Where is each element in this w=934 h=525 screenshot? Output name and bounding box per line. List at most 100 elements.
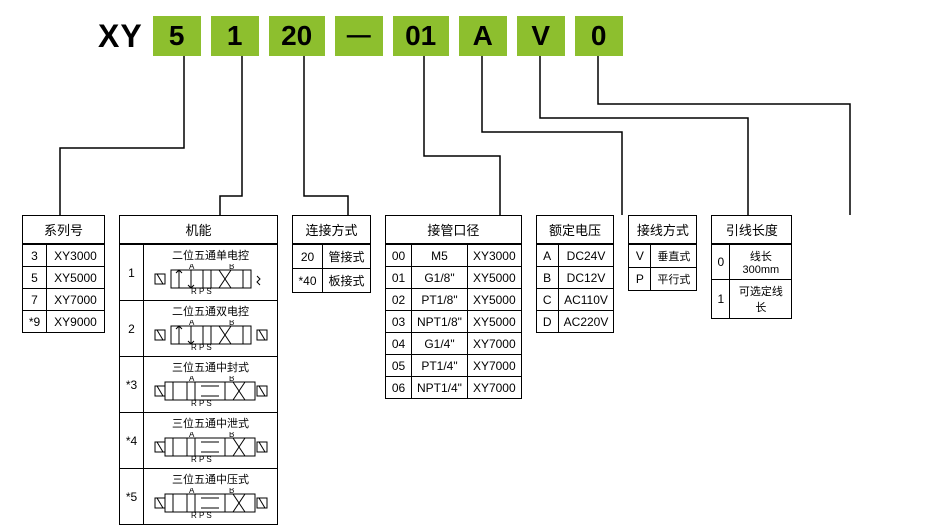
connection-header: 连接方式 xyxy=(292,215,371,244)
code-seg-2: 20 xyxy=(269,16,325,56)
svg-text:B: B xyxy=(229,432,234,439)
cell: XY7000 xyxy=(467,333,521,355)
cell: 06 xyxy=(386,377,412,399)
cell: 2 xyxy=(120,301,144,357)
wiring-header: 接线方式 xyxy=(628,215,697,244)
wiring-block: 接线方式 V垂直式P平行式 xyxy=(628,215,697,291)
connector-lines xyxy=(0,56,934,216)
cell: XY7000 xyxy=(47,289,105,311)
func-label: 二位五通单电控 xyxy=(146,247,275,263)
cell: 线长300mm xyxy=(730,245,792,280)
cell: 三位五通中泄式 A B R P S xyxy=(144,413,278,469)
cell: V xyxy=(629,245,651,268)
svg-text:R P S: R P S xyxy=(191,455,212,464)
code-seg-4: 01 xyxy=(393,16,449,56)
function-block: 机能 1二位五通单电控 ABR P S2二位五通双电控 ABR P S*3三位五… xyxy=(119,215,278,525)
tables-row: 系列号 3XY30005XY50007XY7000*9XY9000 机能 1二位… xyxy=(22,215,792,525)
cell: 7 xyxy=(23,289,47,311)
cell: XY5000 xyxy=(467,289,521,311)
cell: *40 xyxy=(293,269,323,293)
cell: 03 xyxy=(386,311,412,333)
cell: NPT1/8" xyxy=(412,311,468,333)
function-table: 1二位五通单电控 ABR P S2二位五通双电控 ABR P S*3三位五通中封… xyxy=(119,244,278,525)
cell: XY7000 xyxy=(467,377,521,399)
cell: PT1/8" xyxy=(412,289,468,311)
svg-text:R P S: R P S xyxy=(191,343,212,352)
cell: 5 xyxy=(23,267,47,289)
cell: 1 xyxy=(120,245,144,301)
func-label: 三位五通中泄式 xyxy=(146,415,275,431)
cell: 20 xyxy=(293,245,323,269)
lead-table: 0线长300mm1可选定线长 xyxy=(711,244,792,319)
cell: DC12V xyxy=(558,267,614,289)
svg-text:A: A xyxy=(189,320,195,327)
cell: 1 xyxy=(712,280,730,319)
code-seg-0: 5 xyxy=(153,16,201,56)
cell: *5 xyxy=(120,469,144,525)
svg-text:A: A xyxy=(189,432,195,439)
svg-text:B: B xyxy=(229,488,234,495)
svg-text:A: A xyxy=(189,376,195,383)
cell: NPT1/4" xyxy=(412,377,468,399)
cell: 二位五通单电控 A B R P S xyxy=(144,245,278,301)
cell: 平行式 xyxy=(651,268,697,291)
valve-schematic-icon: A B R P S xyxy=(151,432,271,466)
cell: AC220V xyxy=(558,311,614,333)
valve-schematic-icon: A B R P S xyxy=(151,488,271,522)
cell: G1/4" xyxy=(412,333,468,355)
lead-block: 引线长度 0线长300mm1可选定线长 xyxy=(711,215,792,319)
cell: C xyxy=(536,289,558,311)
cell: 05 xyxy=(386,355,412,377)
cell: 管接式 xyxy=(323,245,371,269)
valve-schematic-icon: A B R P S xyxy=(151,264,271,298)
lead-header: 引线长度 xyxy=(711,215,792,244)
cell: XY3000 xyxy=(467,245,521,267)
series-table: 3XY30005XY50007XY7000*9XY9000 xyxy=(22,244,105,333)
cell: XY9000 xyxy=(47,311,105,333)
cell: AC110V xyxy=(558,289,614,311)
svg-text:R P S: R P S xyxy=(191,511,212,520)
series-block: 系列号 3XY30005XY50007XY7000*9XY9000 xyxy=(22,215,105,333)
code-seg-1: 1 xyxy=(211,16,259,56)
code-seg-7: 0 xyxy=(575,16,623,56)
cell: A xyxy=(536,245,558,267)
cell: PT1/4" xyxy=(412,355,468,377)
port-header: 接管口径 xyxy=(385,215,522,244)
voltage-table: ADC24VBDC12VCAC110VDAC220V xyxy=(536,244,615,333)
cell: 02 xyxy=(386,289,412,311)
cell: 01 xyxy=(386,267,412,289)
svg-text:B: B xyxy=(229,264,234,271)
prefix-text: XY xyxy=(98,18,143,55)
func-label: 三位五通中压式 xyxy=(146,471,275,487)
cell: XY5000 xyxy=(467,267,521,289)
code-seg-6: V xyxy=(517,16,565,56)
port-table: 00M5XY300001G1/8"XY500002PT1/8"XY500003N… xyxy=(385,244,522,399)
code-seg-5: A xyxy=(459,16,507,56)
cell: 0 xyxy=(712,245,730,280)
series-header: 系列号 xyxy=(22,215,105,244)
cell: G1/8" xyxy=(412,267,468,289)
function-header: 机能 xyxy=(119,215,278,244)
connection-table: 20管接式*40板接式 xyxy=(292,244,371,293)
cell: M5 xyxy=(412,245,468,267)
valve-schematic-icon: ABR P S xyxy=(151,376,271,410)
cell: XY5000 xyxy=(47,267,105,289)
svg-text:B: B xyxy=(229,320,234,327)
svg-text:A: A xyxy=(189,488,195,495)
cell: 可选定线长 xyxy=(730,280,792,319)
cell: XY7000 xyxy=(467,355,521,377)
valve-schematic-icon: A B R P S xyxy=(151,320,271,354)
cell: XY5000 xyxy=(467,311,521,333)
svg-text:R P S: R P S xyxy=(191,287,212,296)
voltage-block: 额定电压 ADC24VBDC12VCAC110VDAC220V xyxy=(536,215,615,333)
wiring-table: V垂直式P平行式 xyxy=(628,244,697,291)
cell: 二位五通双电控 ABR P S xyxy=(144,301,278,357)
cell: D xyxy=(536,311,558,333)
connection-block: 连接方式 20管接式*40板接式 xyxy=(292,215,371,293)
cell: *4 xyxy=(120,413,144,469)
func-label: 三位五通中封式 xyxy=(146,359,275,375)
svg-text:A: A xyxy=(189,264,195,271)
cell: 04 xyxy=(386,333,412,355)
cell: 垂直式 xyxy=(651,245,697,268)
cell: *9 xyxy=(23,311,47,333)
